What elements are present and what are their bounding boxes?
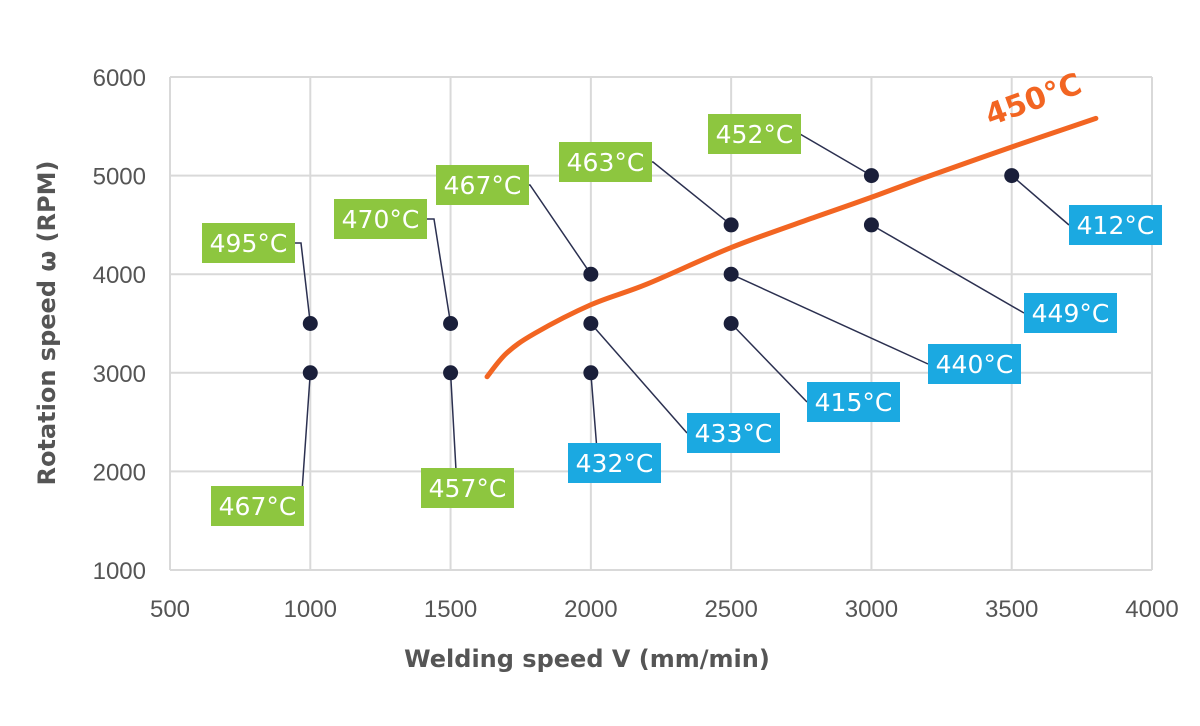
temperature-label: 449°C [1024, 293, 1117, 333]
y-tick-label: 4000 [93, 262, 146, 289]
data-points [302, 168, 1020, 381]
x-tick-label: 4000 [1125, 596, 1178, 623]
temperature-label: 467°C [211, 486, 304, 526]
temperature-label-text: 467°C [444, 171, 522, 200]
y-tick-label: 1000 [93, 558, 146, 585]
temperature-label-text: 433°C [695, 419, 773, 448]
data-point [723, 266, 739, 282]
leader-line [797, 133, 872, 177]
temperature-label-text: 432°C [576, 449, 654, 478]
temperature-label-text: 412°C [1077, 211, 1155, 240]
temperature-label-text: 415°C [815, 388, 893, 417]
temperature-label-box [436, 165, 529, 205]
x-tick-label: 2500 [704, 596, 757, 623]
temperature-label: 452°C [708, 114, 801, 154]
grid [169, 76, 1153, 571]
temperature-label-box [708, 114, 801, 154]
x-tick-label: 2000 [564, 596, 617, 623]
temperature-label: 495°C [202, 223, 295, 263]
y-tick-label: 5000 [93, 164, 146, 191]
leader-line [871, 224, 1025, 314]
temperature-label-box [334, 199, 427, 239]
y-tick-label: 3000 [93, 361, 146, 388]
temperature-label-text: 452°C [716, 120, 794, 149]
data-point [1004, 168, 1020, 184]
leader-line [652, 161, 732, 226]
temperature-label: 467°C [436, 165, 529, 205]
temperature-label-text: 449°C [1032, 299, 1110, 328]
y-axis-title: Rotation speed ω (RPM) [33, 161, 61, 486]
leader-lines [295, 133, 1070, 507]
x-tick-label: 1000 [284, 596, 337, 623]
temperature-label: 440°C [928, 344, 1021, 384]
leader-line [590, 323, 688, 434]
leader-line [529, 184, 592, 275]
temperature-label-box [568, 443, 661, 483]
curve-450-line [484, 115, 1099, 380]
temperature-label: 463°C [559, 142, 652, 182]
leader-line [1011, 175, 1070, 226]
temperature-label-text: 457°C [429, 474, 507, 503]
leader-line [427, 218, 452, 324]
temperature-label-box [211, 486, 304, 526]
temperature-label-box [202, 223, 295, 263]
temperature-label-box [807, 382, 900, 422]
leader-line [295, 242, 312, 324]
data-point [583, 316, 599, 331]
temperature-label-box [421, 468, 514, 508]
temperature-label: 432°C [568, 443, 661, 483]
temperature-label: 412°C [1069, 205, 1162, 245]
x-tick-label: 3000 [845, 596, 898, 623]
x-axis-title: Welding speed V (mm/min) [404, 645, 770, 673]
temperature-label-text: 467°C [219, 492, 297, 521]
threshold-curve: 450°C [484, 67, 1099, 380]
temperature-label-text: 495°C [210, 229, 288, 258]
temperature-label-box [1069, 205, 1162, 245]
data-point [583, 365, 599, 381]
temperature-label: 457°C [421, 468, 514, 508]
x-tick-label: 500 [150, 596, 190, 623]
x-axis-ticks: 500 1000 1500 2000 2500 3000 3500 4000 [150, 596, 1179, 623]
temperature-label: 470°C [334, 199, 427, 239]
y-tick-label: 6000 [93, 65, 146, 92]
temperature-label-text: 463°C [567, 148, 645, 177]
data-point [302, 316, 318, 331]
leader-line [730, 322, 808, 403]
y-tick-label: 2000 [93, 459, 146, 486]
temperature-label-box [559, 142, 652, 182]
temperature-label-box [928, 344, 1021, 384]
temperature-label: 415°C [807, 382, 900, 422]
x-tick-label: 1500 [424, 596, 477, 623]
data-point [583, 266, 599, 282]
temperature-label-box [687, 413, 780, 453]
temperature-label-box [1024, 293, 1117, 333]
data-point [302, 365, 318, 381]
data-point [723, 217, 739, 233]
leader-line [730, 273, 929, 365]
y-axis-ticks: 1000 2000 3000 4000 5000 6000 [93, 65, 146, 585]
data-point [443, 316, 459, 331]
temperature-label: 433°C [687, 413, 780, 453]
temperature-label-text: 470°C [342, 205, 420, 234]
temperature-label-text: 440°C [936, 350, 1014, 379]
data-point [443, 365, 459, 381]
data-point [723, 316, 739, 331]
data-point [863, 168, 879, 184]
x-tick-label: 3500 [985, 596, 1038, 623]
point-labels: 495°C 467°C 470°C 457°C 467°C 433°C 432°C 463°C… [202, 114, 1162, 526]
data-point [863, 217, 879, 233]
